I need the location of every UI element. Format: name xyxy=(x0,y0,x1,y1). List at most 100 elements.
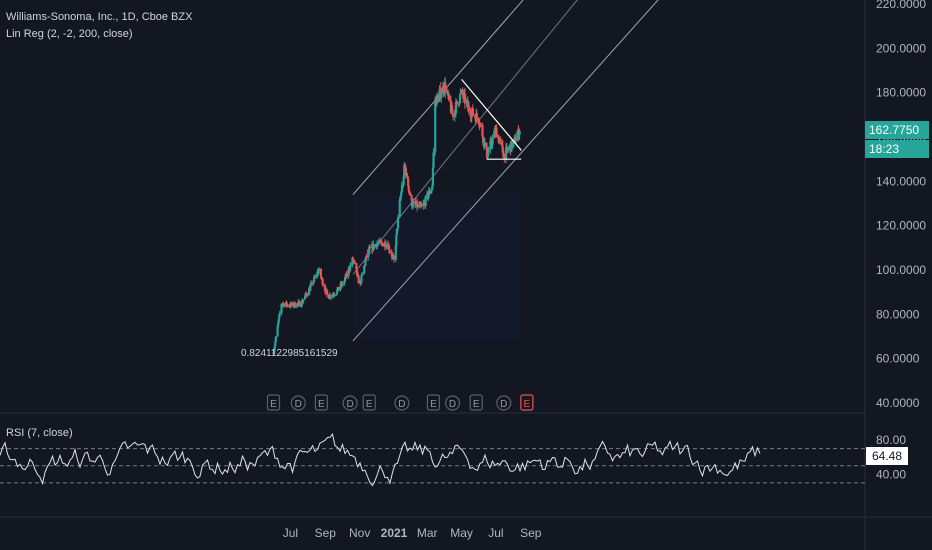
candle-body xyxy=(377,242,380,244)
event-label: D xyxy=(398,399,405,410)
candle-body xyxy=(277,323,280,327)
channel-lower xyxy=(352,0,659,342)
candle-body xyxy=(307,288,311,296)
dividend-marker xyxy=(496,395,512,411)
candle-body xyxy=(400,185,404,193)
candle-body xyxy=(440,94,443,98)
candle-body xyxy=(286,304,289,306)
candle-body xyxy=(337,286,340,291)
candle-body xyxy=(408,192,411,195)
time-tick-label: Nov xyxy=(349,526,370,540)
candle-body xyxy=(448,94,451,101)
candle-body xyxy=(345,273,348,277)
candle-body xyxy=(290,302,293,306)
rsi-legend[interactable]: RSI (7, close) xyxy=(6,427,73,439)
candle-body xyxy=(382,244,386,247)
candle-body xyxy=(314,275,317,278)
triangle-resistance xyxy=(461,78,522,151)
event-label: D xyxy=(346,399,353,410)
candle-body xyxy=(438,90,441,94)
earnings-marker xyxy=(520,394,534,411)
candle-body xyxy=(318,268,321,271)
candle-body xyxy=(355,269,359,276)
candle-body xyxy=(452,114,455,117)
candle-body xyxy=(306,295,309,297)
candle-body xyxy=(353,261,356,264)
candle-body xyxy=(380,241,383,244)
indicator-legend[interactable]: Lin Reg (2, -2, 200, close) xyxy=(6,28,133,40)
dividend-marker xyxy=(444,395,461,411)
symbol-title[interactable]: Williams-Sonoma, Inc., 1D, Cboe BZX xyxy=(6,11,193,23)
candle-body xyxy=(518,130,521,135)
event-label: D xyxy=(449,399,456,410)
candle-body xyxy=(367,249,370,258)
dividend-marker xyxy=(342,395,358,411)
candle-body xyxy=(285,302,288,306)
candle-body xyxy=(294,306,297,308)
candle-body xyxy=(475,113,478,118)
candle-body xyxy=(442,86,445,93)
candle-body xyxy=(487,150,490,152)
candle-body xyxy=(428,190,431,194)
candle-body xyxy=(404,164,407,169)
candle-body xyxy=(467,105,471,112)
candle-body xyxy=(277,319,280,324)
candle-body xyxy=(436,96,439,103)
candle-body xyxy=(501,146,504,153)
candle-body xyxy=(313,276,316,282)
candle-body xyxy=(319,268,323,277)
candle-body xyxy=(393,256,396,260)
candle-body xyxy=(487,151,490,157)
candle-body xyxy=(499,139,502,141)
dividend-marker xyxy=(290,395,306,411)
event-label: E xyxy=(430,399,437,410)
time-tick-label: Sep xyxy=(520,526,542,540)
candle-body xyxy=(412,202,415,207)
time-tick-label: May xyxy=(450,526,473,540)
candle-body xyxy=(481,124,484,137)
bar-countdown-badge: 18:23 xyxy=(865,140,929,158)
candle-body xyxy=(407,178,410,187)
candle-body xyxy=(435,95,438,106)
candle-body xyxy=(322,284,325,286)
candle-body xyxy=(351,257,354,266)
price-tick-label: 140.0000 xyxy=(876,174,926,188)
triangle-trendlines[interactable] xyxy=(461,78,522,160)
candle-body xyxy=(310,282,313,285)
candle-body xyxy=(360,274,364,276)
candle-body xyxy=(395,229,399,236)
candle-body xyxy=(505,147,508,160)
price-tick-label: 120.0000 xyxy=(876,219,926,233)
candle-body xyxy=(485,142,488,148)
candle-body xyxy=(274,336,277,342)
candle-body xyxy=(396,217,400,229)
event-label: D xyxy=(295,399,302,410)
candle-body xyxy=(381,243,384,247)
candle-body xyxy=(451,113,454,115)
price-tick-label: 80.0000 xyxy=(876,307,920,321)
candle-body xyxy=(373,245,376,249)
candle-body xyxy=(329,296,333,298)
candle-body xyxy=(297,301,300,304)
candle-body xyxy=(463,93,467,104)
candle-body xyxy=(503,153,506,160)
candle-body xyxy=(483,142,486,147)
time-tick-label: Jul xyxy=(488,526,503,540)
price-tick-label: 60.0000 xyxy=(876,352,920,366)
rsi-value-badge: 64.48 xyxy=(866,447,909,465)
channel-middle xyxy=(352,0,578,275)
rsi-pane xyxy=(0,432,865,487)
time-axis[interactable]: Jul Sep Nov 2021 Mar May Jul Sep xyxy=(283,526,542,540)
candle-body xyxy=(454,102,458,114)
candle-body xyxy=(402,176,405,186)
candle-body xyxy=(491,137,494,145)
event-label: D xyxy=(500,399,507,410)
candle-body xyxy=(407,186,410,191)
earnings-marker xyxy=(266,394,281,411)
candle-body xyxy=(337,289,341,291)
time-tick-label: Sep xyxy=(315,526,337,540)
candlestick-series xyxy=(272,77,521,356)
candle-body xyxy=(364,260,367,266)
